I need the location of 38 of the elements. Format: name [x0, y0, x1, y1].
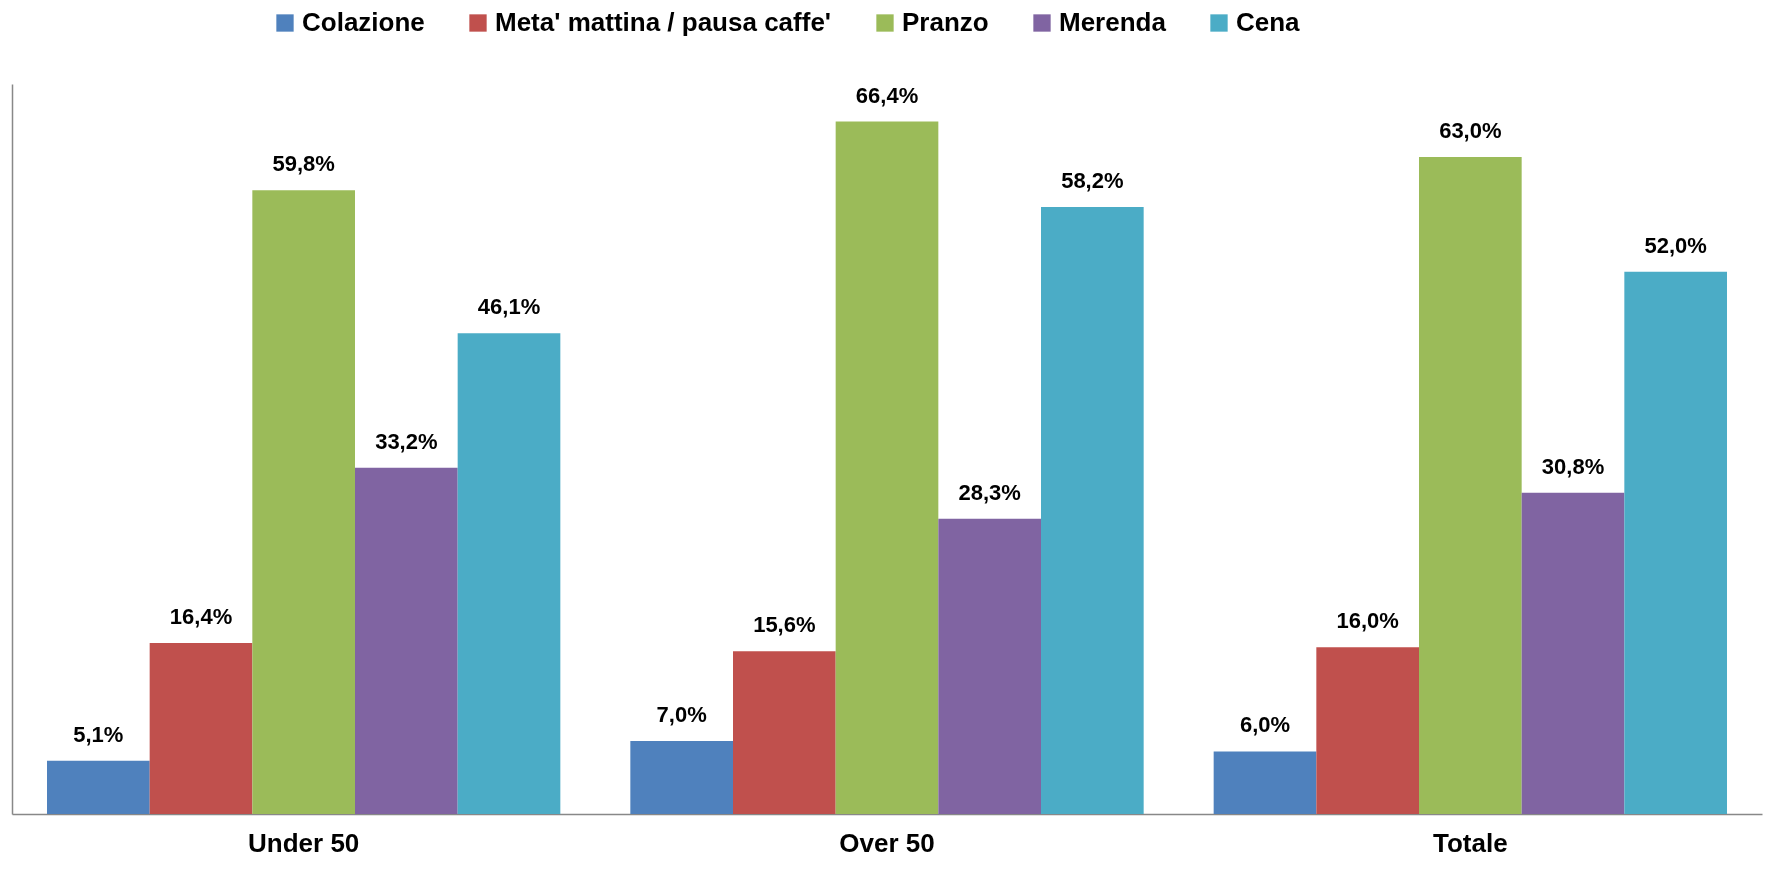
x-tick-label: Over 50 [839, 827, 935, 858]
bar [457, 333, 561, 814]
bar [252, 190, 355, 814]
bar [1419, 157, 1522, 814]
legend-label: Pranzo [902, 7, 989, 37]
data-label: 66,4% [855, 82, 919, 108]
bar [1213, 751, 1317, 814]
bar [149, 642, 253, 814]
data-label: 6,0% [1239, 712, 1291, 738]
data-label: 15,6% [753, 612, 816, 638]
legend-label: Meta' mattina / pausa caffe' [495, 7, 832, 37]
bar [1041, 207, 1144, 814]
data-label: 5,1% [73, 721, 124, 747]
bar [1624, 271, 1727, 814]
bar [733, 651, 836, 814]
bar [630, 741, 733, 814]
data-label: 7,0% [656, 702, 707, 727]
legend-label: Colazione [302, 7, 425, 37]
data-label: 30,8% [1541, 453, 1605, 479]
bar [355, 467, 458, 814]
bar [1316, 647, 1419, 814]
bar [1521, 492, 1625, 814]
data-label: 28,3% [958, 479, 1021, 505]
legend-label: Cena [1236, 7, 1301, 37]
bar [47, 760, 150, 814]
data-label: 46,1% [477, 294, 541, 320]
data-label: 33,2% [375, 428, 438, 454]
legend-label: Merenda [1059, 7, 1167, 37]
data-label: 59,8% [272, 151, 335, 177]
data-label: 63,0% [1439, 118, 1502, 143]
x-tick-label: Totale [1433, 827, 1508, 858]
x-tick-label: Under 50 [248, 827, 360, 858]
data-label: 58,2% [1061, 168, 1124, 194]
bar [835, 121, 939, 814]
data-label: 16,0% [1336, 608, 1399, 634]
data-label: 52,0% [1644, 232, 1707, 258]
bar [938, 518, 1041, 814]
data-label: 16,4% [169, 603, 233, 629]
